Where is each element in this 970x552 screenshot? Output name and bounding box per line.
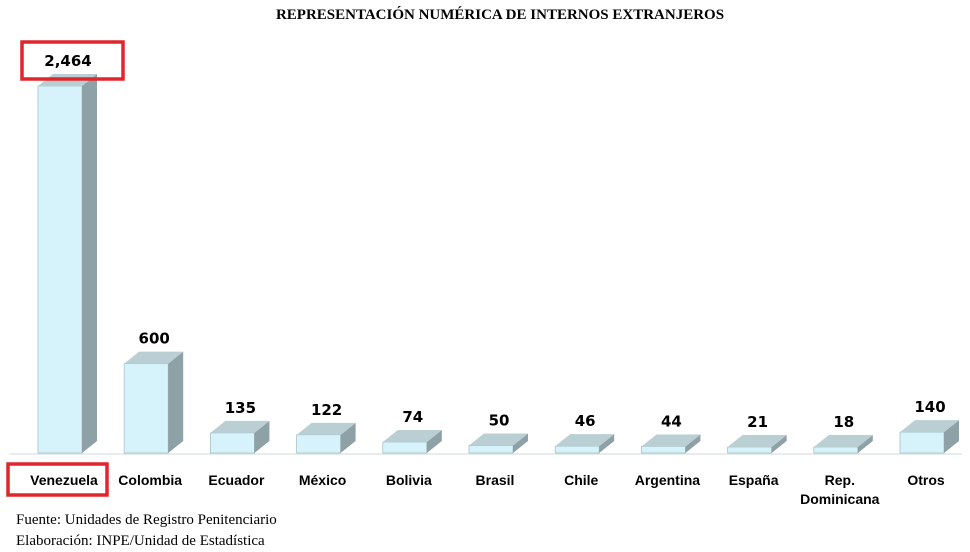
- category-label-espana: España: [729, 472, 779, 488]
- bar-top-argentina: [641, 434, 701, 447]
- source-note: Fuente: Unidades de Registro Penitenciar…: [16, 512, 277, 528]
- bar-top-colombia: [124, 351, 184, 364]
- value-label-otros: 140: [914, 398, 945, 416]
- bar-venezuela: [37, 74, 97, 454]
- category-label-argentina: Argentina: [635, 472, 701, 488]
- bar-side-chile: [599, 434, 615, 453]
- bar-side-espana: [771, 435, 787, 453]
- bar-top-otros: [900, 420, 959, 433]
- bar-brasil: [468, 433, 528, 454]
- value-label-colombia: 600: [139, 330, 170, 348]
- category-label-ecuador: Ecuador: [208, 472, 265, 488]
- bar-front-espana: [727, 446, 772, 454]
- bar-ecuador: [209, 420, 270, 454]
- bar-front-otros: [899, 431, 945, 454]
- category-label-rep-dominicana: Rep. Dominicana: [800, 472, 880, 507]
- bar-side-bolivia: [426, 429, 442, 453]
- bar-chile: [554, 434, 615, 454]
- bar-colombia: [123, 351, 184, 454]
- bar-rep-dominicana: [813, 435, 873, 454]
- bar-side-ecuador: [254, 420, 270, 453]
- bar-side-rep-dominicana: [857, 435, 873, 453]
- bar-top-ecuador: [210, 420, 270, 433]
- highlight-box-value-venezuela: [20, 40, 125, 81]
- bar-front-mexico: [296, 434, 342, 454]
- bar-top-mexico: [296, 422, 356, 435]
- bar-front-chile: [554, 445, 600, 454]
- category-label-colombia: Colombia: [118, 472, 182, 488]
- bars-group: [37, 74, 959, 454]
- category-label-otros: Otros: [907, 472, 945, 488]
- value-label-mexico: 122: [311, 401, 342, 419]
- bar-front-venezuela: [37, 85, 83, 454]
- value-label-brasil: 50: [489, 412, 510, 430]
- category-label-mexico: México: [299, 472, 346, 488]
- bar-top-chile: [555, 434, 615, 447]
- value-label-argentina: 44: [661, 412, 682, 430]
- labels-group: 2,464 Venezuela 600 Colombia 135 Ecuador 122 Mé…: [6, 40, 946, 507]
- value-label-rep-dominicana: 18: [833, 413, 854, 431]
- category-label-chile: Chile: [564, 472, 598, 488]
- bar-espana: [727, 435, 787, 454]
- bar-mexico: [296, 422, 356, 454]
- bar-front-brasil: [468, 445, 514, 454]
- elaboration-note: Elaboración: INPE/Unidad de Estadística: [16, 533, 265, 549]
- category-label-bolivia: Bolivia: [386, 472, 432, 488]
- bar-front-colombia: [123, 363, 169, 454]
- value-label-espana: 21: [747, 413, 768, 431]
- bar-side-venezuela: [82, 74, 97, 453]
- bar-top-rep-dominicana: [813, 435, 873, 447]
- bar-top-brasil: [469, 433, 528, 446]
- highlight-box-category-venezuela: [6, 462, 109, 497]
- bar-top-bolivia: [382, 429, 442, 442]
- bar-side-argentina: [685, 434, 701, 453]
- value-label-chile: 46: [575, 412, 596, 430]
- bar-front-rep-dominicana: [813, 446, 859, 454]
- category-label-venezuela: Venezuela: [30, 472, 98, 488]
- bar-side-mexico: [340, 422, 356, 453]
- value-label-ecuador: 135: [225, 399, 256, 417]
- category-label-brasil: Brasil: [476, 472, 515, 488]
- bar-side-brasil: [513, 433, 528, 453]
- chart-title: REPRESENTACIÓN NUMÉRICA DE INTERNOS EXTR…: [276, 6, 724, 23]
- bar-front-bolivia: [382, 441, 428, 454]
- bar-front-ecuador: [209, 432, 255, 454]
- bar-side-colombia: [168, 351, 184, 453]
- value-label-venezuela: 2,464: [44, 52, 91, 70]
- bar-bolivia: [382, 429, 442, 454]
- bar-side-otros: [944, 420, 959, 453]
- value-label-bolivia: 74: [402, 408, 423, 426]
- bar-front-argentina: [641, 446, 686, 454]
- bar-otros: [899, 420, 959, 454]
- bar-argentina: [641, 434, 701, 454]
- bar-top-espana: [727, 435, 787, 447]
